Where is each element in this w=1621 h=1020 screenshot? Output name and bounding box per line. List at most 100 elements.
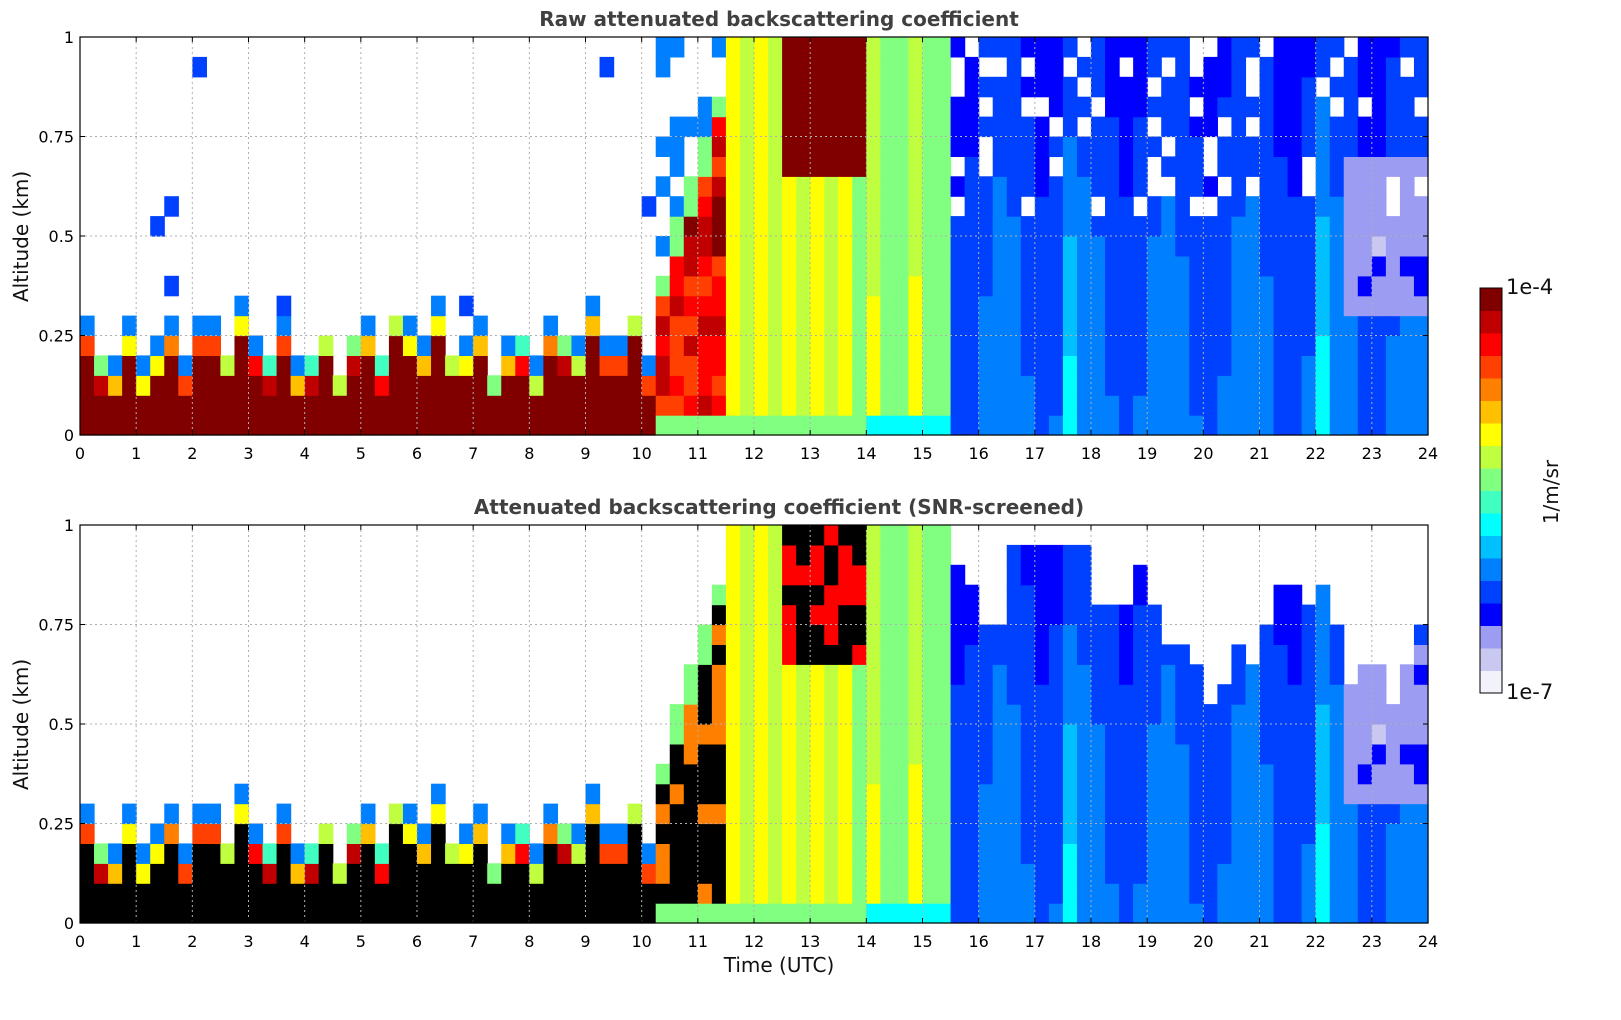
heatmap-cell [655, 56, 671, 78]
heatmap-cell [1161, 76, 1176, 98]
heatmap-cell [880, 704, 896, 725]
heatmap-cell [978, 783, 994, 805]
heatmap-cell [585, 415, 601, 436]
heatmap-cell [1062, 863, 1078, 884]
heatmap-cell [964, 903, 980, 924]
heatmap-cell [824, 684, 839, 705]
heatmap-cell [1287, 236, 1303, 257]
heatmap-cell [894, 176, 910, 197]
heatmap-cell [1105, 176, 1120, 197]
heatmap-cell [1371, 823, 1387, 844]
heatmap-cell [782, 415, 797, 436]
heatmap-cell [1105, 724, 1120, 745]
heatmap-cell [683, 335, 699, 356]
heatmap-cell [852, 295, 867, 317]
heatmap-cell [697, 803, 713, 825]
heatmap-cell [1133, 116, 1148, 138]
heatmap-cell [1357, 275, 1373, 297]
heatmap-cell [1161, 823, 1176, 844]
heatmap-cell [782, 783, 797, 805]
heatmap-cell [1315, 196, 1331, 217]
x-tick-label: 3 [243, 932, 253, 951]
heatmap-cell [894, 763, 910, 785]
heatmap-cell [1413, 395, 1429, 416]
heatmap-cell [1048, 216, 1064, 237]
heatmap-cell [1147, 704, 1162, 725]
heatmap-cell [1343, 156, 1359, 177]
heatmap-cell [697, 863, 713, 884]
heatmap-cell [206, 335, 222, 356]
heatmap-cell [1105, 295, 1120, 317]
heatmap-cell [782, 684, 797, 705]
heatmap-cell [1259, 903, 1275, 924]
heatmap-cell [1343, 883, 1359, 904]
heatmap-cell [852, 136, 867, 157]
heatmap-cell [1273, 724, 1289, 745]
heatmap-cell [1329, 644, 1345, 665]
colorbar-segment [1480, 490, 1502, 514]
heatmap-cell [1203, 315, 1218, 337]
heatmap-cell [894, 704, 910, 725]
heatmap-cell [866, 664, 881, 685]
heatmap-cell [880, 883, 896, 904]
heatmap-cell [1203, 176, 1218, 197]
heatmap-cell [571, 335, 587, 356]
x-tick-label: 7 [468, 444, 478, 463]
heatmap-cell [1034, 196, 1050, 217]
heatmap-cell [964, 704, 980, 725]
heatmap-cell [1399, 176, 1415, 197]
heatmap-cell [1231, 803, 1247, 825]
heatmap-cell [1203, 96, 1218, 118]
heatmap-cell [810, 96, 825, 118]
heatmap-cell [936, 525, 952, 546]
heatmap-cell [796, 156, 811, 177]
heatmap-cell [697, 156, 713, 177]
heatmap-cell [641, 903, 657, 924]
heatmap-cell [1371, 255, 1387, 277]
heatmap-cell [838, 823, 853, 844]
heatmap-cell [1399, 903, 1415, 924]
heatmap-cell [1091, 704, 1106, 725]
heatmap-cell [922, 56, 938, 78]
heatmap-cell [1034, 644, 1050, 665]
heatmap-cell [1259, 315, 1275, 337]
heatmap-cell [725, 156, 741, 177]
heatmap-cell [739, 315, 755, 337]
heatmap-cell [838, 176, 853, 197]
heatmap-cell [739, 704, 755, 725]
heatmap-cell [697, 763, 713, 785]
heatmap-cell [796, 176, 811, 197]
heatmap-cell [1175, 803, 1190, 825]
heatmap-cell [796, 544, 811, 566]
heatmap-cell [852, 564, 867, 586]
heatmap-cell [754, 704, 769, 725]
heatmap-cell [529, 375, 544, 396]
heatmap-cell [1287, 584, 1303, 606]
heatmap-cell [459, 843, 474, 864]
heatmap-cell [1020, 843, 1036, 864]
heatmap-cell [1343, 903, 1359, 924]
heatmap-cell [768, 644, 783, 665]
heatmap-cell [655, 783, 671, 805]
heatmap-cell [431, 355, 446, 376]
heatmap-cell [852, 315, 867, 337]
heatmap-cell [627, 315, 643, 337]
heatmap-cell [796, 136, 811, 157]
heatmap-cell [1371, 415, 1387, 436]
heatmap-cell [782, 116, 797, 138]
heatmap-cell [739, 783, 755, 805]
heatmap-cell [782, 56, 797, 78]
heatmap-cell [866, 56, 881, 78]
heatmap-cell [838, 216, 853, 237]
heatmap-cell [234, 395, 250, 416]
heatmap-cell [1315, 863, 1331, 884]
heatmap-cell [1329, 395, 1345, 416]
heatmap-cell [1301, 315, 1317, 337]
heatmap-cell [908, 275, 924, 297]
heatmap-cell [754, 255, 769, 277]
heatmap-cell [1329, 375, 1345, 396]
heatmap-cell [950, 883, 966, 904]
heatmap-cell [1175, 783, 1190, 805]
heatmap-cell [431, 863, 446, 884]
heatmap-cell [136, 375, 151, 396]
